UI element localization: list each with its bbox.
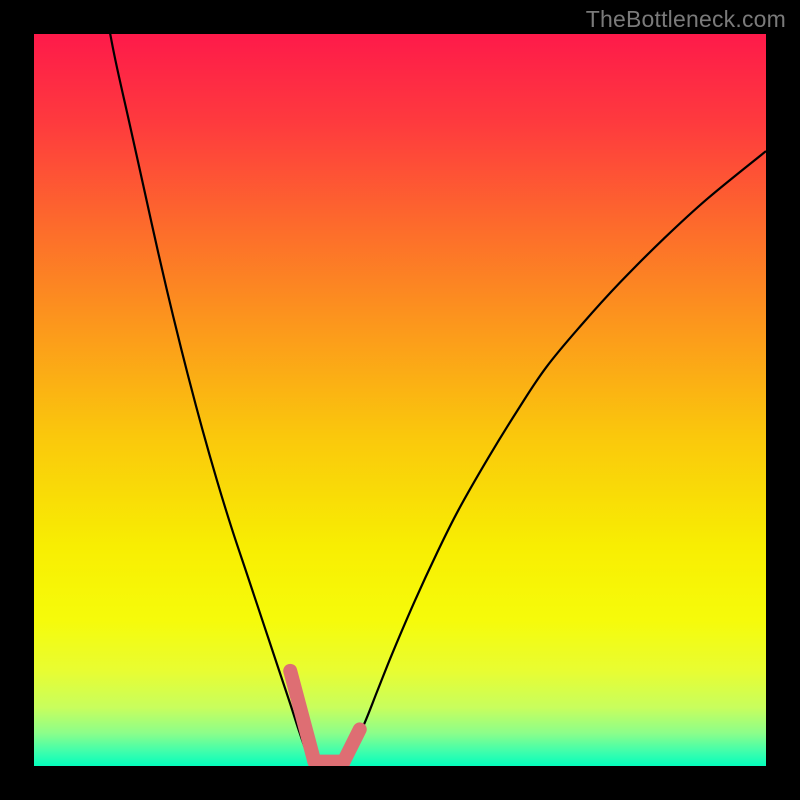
plot-area <box>34 34 766 766</box>
bottleneck-chart <box>0 0 800 800</box>
watermark-text: TheBottleneck.com <box>586 6 786 33</box>
chart-container: TheBottleneck.com <box>0 0 800 800</box>
